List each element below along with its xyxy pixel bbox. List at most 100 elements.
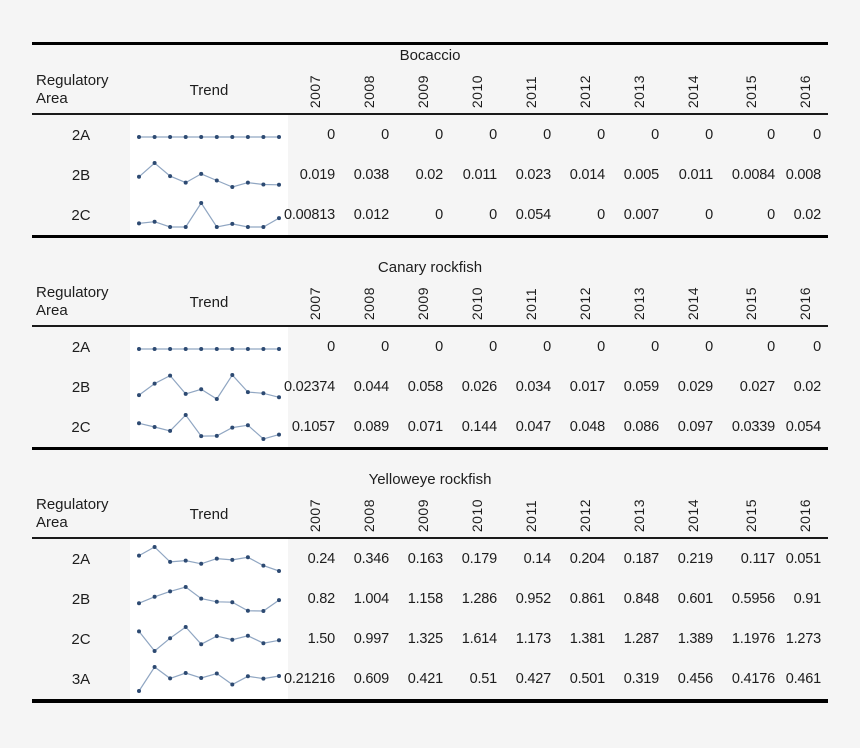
value-cell: 0.059 xyxy=(623,379,659,395)
sparkline-marker xyxy=(261,347,266,351)
value-cell: 1.614 xyxy=(461,631,497,647)
sparkline-marker xyxy=(261,676,266,681)
value-cell: 0.097 xyxy=(677,419,713,435)
value-cell: 0 xyxy=(489,127,497,143)
year-label: 2014 xyxy=(685,286,701,320)
header-row: Regulatory Area Trend 2007 2008 2009 2010 2011… xyxy=(32,67,828,115)
year-label: 2013 xyxy=(631,74,647,108)
value-cell: 0 xyxy=(543,339,551,355)
year-header-cell: 2013 xyxy=(612,67,666,113)
trend-sparkline-chart xyxy=(137,625,281,653)
value-cell: 0 xyxy=(435,207,443,223)
sparkline-marker xyxy=(277,182,281,187)
year-header-cell: 2014 xyxy=(666,67,720,113)
value-cell: 0 xyxy=(327,339,335,355)
year-label: 2009 xyxy=(415,74,431,108)
sparkline-marker xyxy=(230,373,235,377)
trend-cell xyxy=(130,407,288,447)
sparkline-marker xyxy=(245,608,250,613)
value-cell: 0.029 xyxy=(677,379,713,395)
sparkline-marker xyxy=(199,596,204,601)
sparkline-marker xyxy=(199,642,204,647)
sparkline-marker xyxy=(277,135,281,139)
value-cell: 0 xyxy=(435,127,443,143)
year-label: 2016 xyxy=(797,74,813,108)
sparkline-marker xyxy=(199,561,204,566)
sparkline-marker xyxy=(183,558,188,563)
sparkline-marker xyxy=(152,545,157,549)
year-label: 2015 xyxy=(743,498,759,532)
year-header-cell: 2013 xyxy=(612,279,666,325)
table-row-2b: 2B 0.019 0.038 0.02 0.011 0.023 0.014 0.005 0.01… xyxy=(32,155,828,195)
year-label: 2013 xyxy=(631,498,647,532)
area-label: 2B xyxy=(71,378,91,396)
area-label: 2A xyxy=(71,550,91,568)
sparkline-marker xyxy=(168,373,173,378)
value-cell: 0.204 xyxy=(569,551,605,567)
sparkline-marker xyxy=(214,634,219,639)
value-cell: 0.019 xyxy=(299,167,335,183)
year-header-cell: 2010 xyxy=(450,279,504,325)
value-cell: 0.21216 xyxy=(283,671,335,687)
sparkline-marker xyxy=(277,569,281,573)
sparkline-marker xyxy=(230,135,235,139)
value-cell: 0 xyxy=(597,207,605,223)
value-cell: 0.319 xyxy=(623,671,659,687)
value-cell: 1.287 xyxy=(623,631,659,647)
sparkline-marker xyxy=(230,347,235,351)
year-label: 2011 xyxy=(523,75,539,108)
sparkline-marker xyxy=(245,423,250,428)
year-header-cell: 2009 xyxy=(396,279,450,325)
sparkline-marker xyxy=(168,589,173,594)
sparkline-marker xyxy=(261,563,266,568)
value-cell: 0.02374 xyxy=(283,379,335,395)
sparkline-path xyxy=(138,586,280,612)
sparkline-marker xyxy=(214,178,219,183)
sparkline-marker xyxy=(152,219,157,224)
year-label: 2016 xyxy=(797,498,813,532)
sparkline-marker xyxy=(230,637,235,642)
table-row-2b: 2B 0.02374 0.044 0.058 0.026 0.034 0.017 0.059 0… xyxy=(32,367,828,407)
table-row-2c: 2C 1.50 0.997 1.325 1.614 1.173 1.381 1.287 1.38… xyxy=(32,619,828,659)
sparkline-marker xyxy=(214,225,219,229)
sparkline-marker xyxy=(137,393,141,398)
value-cell: 0.117 xyxy=(740,551,775,567)
value-cell: 1.1976 xyxy=(731,631,775,647)
sparkline-marker xyxy=(261,182,266,187)
value-cell: 1.50 xyxy=(307,631,336,647)
area-label: 2A xyxy=(71,126,91,144)
sparkline-marker xyxy=(214,397,219,401)
sparkline-marker xyxy=(261,609,266,613)
value-cell: 0.461 xyxy=(785,671,821,687)
trend-cell xyxy=(130,115,288,155)
sparkline-marker xyxy=(199,434,204,439)
value-cell: 0.4176 xyxy=(731,671,775,687)
sparkline-marker xyxy=(230,682,235,687)
year-label: 2010 xyxy=(469,498,485,532)
sparkline-marker xyxy=(137,135,141,139)
value-cell: 0.501 xyxy=(569,671,605,687)
year-header-cell: 2014 xyxy=(666,279,720,325)
sparkline-marker xyxy=(168,676,173,681)
sparkline-marker xyxy=(152,594,157,599)
header-row: Regulatory Area Trend 2007 2008 2009 2010 2011… xyxy=(32,279,828,327)
year-label: 2007 xyxy=(307,286,323,320)
sparkline-marker xyxy=(183,391,188,396)
year-label: 2016 xyxy=(797,286,813,320)
value-cell: 0.0084 xyxy=(731,167,775,183)
value-cell: 0.012 xyxy=(353,207,389,223)
sparkline-marker xyxy=(183,413,188,417)
year-header-cell: 2014 xyxy=(666,491,720,537)
year-label: 2009 xyxy=(415,286,431,320)
year-label: 2012 xyxy=(577,498,593,532)
trend-sparkline-chart xyxy=(137,201,281,229)
sparkline-marker xyxy=(277,432,281,437)
sparkline-marker xyxy=(230,185,235,189)
sparkline-marker xyxy=(137,601,141,606)
table-row-2a: 2A 0.24 0.346 0.163 0.179 0.14 0.204 0.187 0.219… xyxy=(32,539,828,579)
sparkline-marker xyxy=(245,390,250,395)
sparkline-marker xyxy=(261,641,266,646)
trend-column-header: Trend xyxy=(189,293,229,311)
value-cell: 0.071 xyxy=(407,419,443,435)
year-header-cell: 2012 xyxy=(558,279,612,325)
